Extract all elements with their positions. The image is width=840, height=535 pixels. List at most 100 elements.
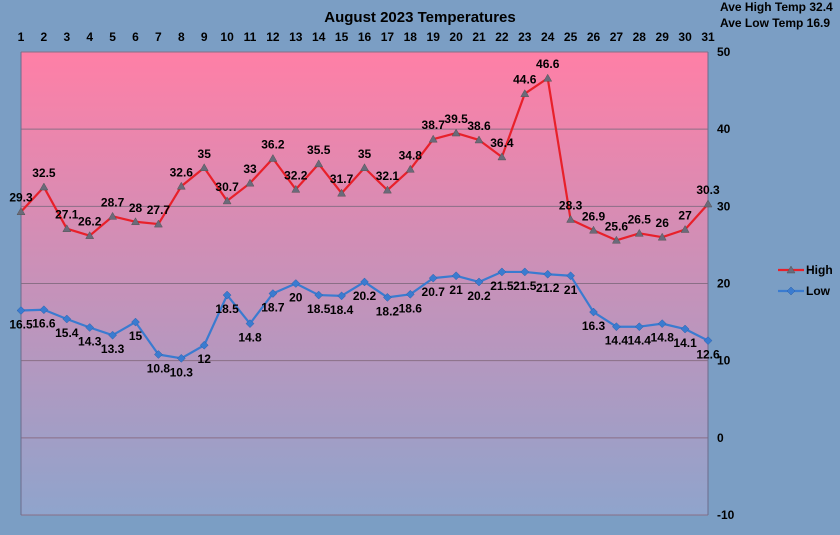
x-tick-label: 29: [656, 30, 670, 44]
low-marker: [497, 267, 507, 277]
high-marker: [634, 228, 644, 237]
data-labels: 29.3 32.5 27.1 26.2 28.7 28 27.7 32.6 35 30.7 33 36…: [9, 57, 720, 379]
low-marker: [405, 289, 415, 299]
x-tick-label: 30: [678, 30, 692, 44]
low-marker: [154, 350, 163, 359]
low-marker: [85, 323, 95, 332]
high-data-label: 28.7: [101, 195, 125, 209]
low-marker: [39, 305, 49, 315]
high-data-label: 26: [656, 216, 670, 230]
low-data-label: 13.3: [101, 342, 125, 356]
low-marker: [131, 317, 140, 327]
low-data-label: 14.1: [673, 336, 697, 350]
high-data-label: 26.5: [628, 212, 652, 226]
high-data-label: 28: [129, 201, 143, 215]
low-marker: [451, 271, 461, 281]
low-marker: [543, 269, 553, 279]
high-data-label: 36.4: [490, 136, 514, 150]
gridlines: [21, 51, 708, 516]
high-marker: [703, 199, 713, 208]
ave-low-stat: Ave Low Temp 16.9: [720, 16, 830, 30]
high-marker: [337, 188, 347, 197]
low-marker: [337, 291, 346, 301]
low-marker: [222, 290, 232, 300]
low-marker: [245, 319, 255, 328]
legend-label-low: Low: [806, 284, 831, 298]
low-data-label: 21: [564, 283, 578, 297]
high-data-label: 38.7: [422, 118, 446, 132]
x-tick-label: 9: [201, 30, 208, 44]
x-tick-label: 17: [381, 30, 395, 44]
low-data-label: 21.5: [513, 279, 537, 293]
high-marker: [360, 163, 369, 171]
low-data-label: 16.5: [9, 318, 33, 332]
high-marker: [108, 211, 118, 220]
y-tick-label: 50: [717, 45, 731, 59]
high-data-label: 28.3: [559, 198, 583, 212]
high-marker: [153, 219, 163, 228]
x-tick-label: 7: [155, 30, 162, 44]
high-marker: [589, 225, 598, 234]
low-data-label: 20.2: [467, 289, 491, 303]
low-data-label: 20: [289, 291, 303, 305]
x-tick-label: 23: [518, 30, 532, 44]
high-marker: [176, 181, 186, 190]
high-data-label: 36.2: [261, 137, 285, 151]
high-marker: [786, 265, 796, 274]
high-marker: [131, 217, 140, 226]
high-data-label: 25.6: [605, 219, 629, 233]
low-data-label: 18.6: [399, 301, 423, 315]
low-marker: [291, 279, 301, 288]
high-data-label: 27: [678, 208, 692, 222]
x-tick-label: 4: [86, 30, 93, 44]
high-marker: [222, 196, 232, 205]
x-tick-label: 15: [335, 30, 349, 44]
high-data-label: 31.7: [330, 172, 354, 186]
x-tick-label: 21: [472, 30, 486, 44]
high-data-label: 46.6: [536, 57, 560, 71]
low-data-label: 18.4: [330, 303, 354, 317]
low-marker: [703, 336, 713, 345]
low-data-label: 10.3: [170, 365, 194, 379]
high-marker: [566, 214, 576, 223]
x-tick-label: 6: [132, 30, 139, 44]
low-marker: [589, 307, 598, 317]
x-tick-label: 12: [266, 30, 280, 44]
low-data-label: 10.8: [147, 361, 171, 375]
low-marker: [566, 271, 575, 281]
high-data-label: 33: [243, 162, 257, 176]
low-data-label: 16.3: [582, 319, 606, 333]
high-marker: [382, 185, 392, 194]
high-marker: [520, 89, 530, 97]
x-tick-label: 13: [289, 30, 303, 44]
low-data-label: 14.8: [651, 331, 675, 345]
high-marker: [39, 182, 49, 191]
low-marker: [268, 289, 278, 298]
low-data-label: 15: [129, 329, 143, 343]
low-marker: [520, 267, 530, 277]
legend-label-high: High: [806, 263, 833, 277]
x-tick-label: 3: [63, 30, 70, 44]
high-data-label: 34.8: [399, 148, 423, 162]
low-data-label: 18.5: [307, 302, 331, 316]
x-tick-label: 25: [564, 30, 578, 44]
low-data-label: 21.2: [536, 281, 560, 295]
low-marker: [176, 353, 186, 363]
high-data-label: 38.6: [467, 119, 491, 133]
high-data-label: 35: [358, 147, 372, 161]
y-tick-label: 10: [717, 354, 731, 368]
low-data-label: 18.2: [376, 304, 400, 318]
x-tick-label: 20: [449, 30, 463, 44]
low-data-label: 14.4: [628, 334, 652, 348]
low-data-label: 20.7: [422, 285, 446, 299]
low-marker: [428, 273, 438, 283]
x-tick-label: 5: [109, 30, 116, 44]
x-tick-label: 22: [495, 30, 509, 44]
high-data-label: 44.6: [513, 73, 537, 87]
x-tick-label: 26: [587, 30, 601, 44]
low-data-label: 18.7: [261, 301, 285, 315]
y-tick-label: 40: [717, 122, 731, 136]
